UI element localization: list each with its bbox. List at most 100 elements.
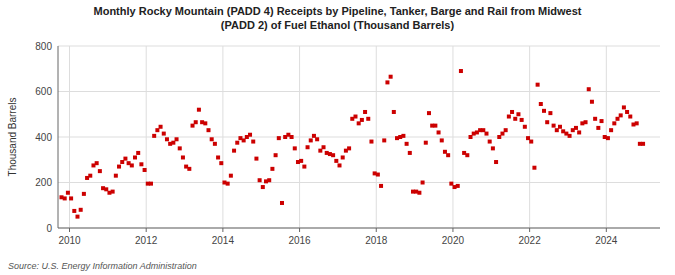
point bbox=[306, 145, 310, 149]
y-grid-line bbox=[58, 46, 660, 47]
point bbox=[152, 134, 156, 138]
point bbox=[357, 121, 361, 125]
point bbox=[465, 153, 469, 157]
point bbox=[175, 137, 179, 141]
point bbox=[366, 117, 370, 121]
point bbox=[274, 153, 278, 157]
point bbox=[232, 149, 236, 153]
title-line: Monthly Rocky Mountain (PADD 4) Receipts… bbox=[94, 5, 582, 17]
point bbox=[513, 117, 517, 121]
point bbox=[587, 87, 591, 91]
y-axis-label: Thousand Barrels bbox=[7, 98, 18, 177]
x-tick bbox=[606, 228, 607, 232]
point bbox=[197, 108, 201, 112]
point bbox=[72, 209, 76, 213]
point bbox=[216, 155, 220, 159]
x-tick-label: 2020 bbox=[442, 235, 465, 246]
point bbox=[123, 157, 127, 161]
point bbox=[69, 196, 73, 200]
point bbox=[609, 128, 613, 132]
point bbox=[433, 124, 437, 128]
point bbox=[104, 187, 108, 191]
point bbox=[194, 120, 198, 124]
title-line: (PADD 2) of Fuel Ethanol (Thousand Barre… bbox=[221, 19, 455, 31]
point bbox=[360, 118, 364, 122]
point bbox=[552, 124, 556, 128]
point bbox=[456, 184, 460, 188]
point bbox=[353, 115, 357, 119]
point bbox=[322, 145, 326, 149]
point bbox=[484, 132, 488, 136]
point bbox=[536, 83, 540, 87]
point bbox=[267, 178, 271, 182]
point bbox=[338, 163, 342, 167]
point bbox=[82, 192, 86, 196]
point bbox=[616, 117, 620, 121]
title: Monthly Rocky Mountain (PADD 4) Receipts… bbox=[94, 5, 582, 31]
x-grid-line bbox=[222, 46, 223, 228]
point bbox=[111, 190, 115, 194]
point bbox=[491, 146, 495, 150]
point bbox=[369, 140, 373, 144]
point bbox=[548, 111, 552, 115]
point bbox=[510, 110, 514, 114]
point bbox=[449, 182, 453, 186]
point bbox=[584, 120, 588, 124]
point bbox=[210, 137, 214, 141]
point bbox=[635, 121, 639, 125]
point bbox=[270, 167, 274, 171]
point bbox=[405, 142, 409, 146]
point bbox=[421, 181, 425, 185]
point bbox=[277, 136, 281, 140]
point bbox=[178, 146, 182, 150]
x-tick bbox=[69, 228, 70, 232]
point bbox=[392, 110, 396, 114]
x-tick bbox=[452, 228, 453, 232]
x-tick-label: 2010 bbox=[58, 235, 81, 246]
point bbox=[341, 155, 345, 159]
point bbox=[203, 121, 207, 125]
point bbox=[488, 140, 492, 144]
point bbox=[379, 184, 383, 188]
x-tick-label: 2014 bbox=[212, 235, 235, 246]
point bbox=[280, 201, 284, 205]
point bbox=[437, 130, 441, 134]
grid bbox=[58, 46, 660, 228]
point bbox=[254, 157, 258, 161]
point bbox=[139, 162, 143, 166]
x-tick bbox=[529, 228, 530, 232]
point bbox=[155, 128, 159, 132]
point bbox=[596, 126, 600, 130]
y-tick-label: 400 bbox=[35, 132, 52, 143]
point bbox=[516, 112, 520, 116]
point bbox=[226, 182, 230, 186]
point bbox=[363, 110, 367, 114]
point bbox=[612, 121, 616, 125]
point bbox=[408, 151, 412, 155]
x-tick-label: 2022 bbox=[519, 235, 542, 246]
point bbox=[382, 138, 386, 142]
point bbox=[207, 128, 211, 132]
point bbox=[600, 119, 604, 123]
point bbox=[149, 182, 153, 186]
point bbox=[136, 151, 140, 155]
point bbox=[98, 169, 102, 173]
point bbox=[469, 135, 473, 139]
point bbox=[159, 125, 163, 129]
x-grid-line bbox=[299, 46, 300, 228]
x-axis-line bbox=[58, 228, 660, 229]
point bbox=[114, 174, 118, 178]
x-grid-line bbox=[452, 46, 453, 228]
point bbox=[309, 138, 313, 142]
point bbox=[312, 134, 316, 138]
point bbox=[130, 163, 134, 167]
point bbox=[290, 135, 294, 139]
point bbox=[318, 149, 322, 153]
point bbox=[497, 135, 501, 139]
point bbox=[427, 111, 431, 115]
point bbox=[577, 130, 581, 134]
point bbox=[331, 153, 335, 157]
point bbox=[162, 132, 166, 136]
point bbox=[171, 141, 175, 145]
point bbox=[568, 134, 572, 138]
